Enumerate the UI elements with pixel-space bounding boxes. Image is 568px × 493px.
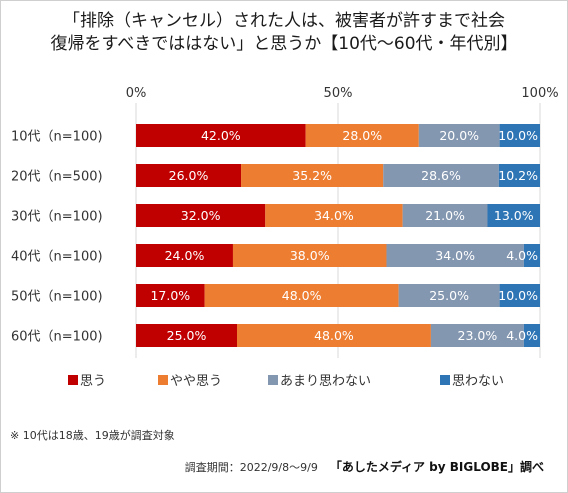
data-label: 26.0% <box>169 168 209 183</box>
data-label: 20.0% <box>439 128 479 143</box>
data-label: 32.0% <box>181 208 221 223</box>
data-label: 10.2% <box>498 168 538 183</box>
bar-segment <box>237 324 431 347</box>
legend-swatch <box>440 375 450 385</box>
bar-segment <box>232 244 387 267</box>
data-label: 38.0% <box>290 248 330 263</box>
title-line-1: 「排除（キャンセル）された人は、被害者が許すまで社会 <box>63 11 505 31</box>
data-label: 35.2% <box>292 168 332 183</box>
data-label: 4.0% <box>506 328 538 343</box>
legend-label: 思う <box>80 374 106 389</box>
data-label: 28.0% <box>342 128 382 143</box>
data-label: 10.0% <box>498 288 538 303</box>
bar-segment <box>241 164 384 187</box>
bar-segment <box>136 204 266 227</box>
bar-segment <box>523 244 540 267</box>
category-label: 10代（n=100) <box>11 130 103 145</box>
bar-segment <box>523 324 540 347</box>
bar-segment <box>136 244 233 267</box>
bar-segment <box>383 164 499 187</box>
bar-segment <box>265 204 403 227</box>
legend-label: 思わない <box>452 374 504 389</box>
title-line-2: 復帰をすべきでははない」と思うか【10代〜60代・年代別】 <box>50 34 518 54</box>
bar-segment <box>386 244 524 267</box>
bar-segment <box>136 324 237 347</box>
legend-label: あまり思わない <box>280 374 371 389</box>
legend-swatch <box>158 375 168 385</box>
data-label: 25.0% <box>429 288 469 303</box>
data-label: 25.0% <box>167 328 207 343</box>
bar-segment <box>305 124 419 147</box>
bar-segment <box>430 324 524 347</box>
legend-swatch <box>268 375 278 385</box>
category-label: 40代（n=100) <box>11 250 103 265</box>
x-tick-label: 100% <box>521 86 558 101</box>
bar-segment <box>487 204 540 227</box>
category-label: 60代（n=100) <box>11 330 103 345</box>
x-tick-label: 0% <box>126 86 147 101</box>
bar-segment <box>136 124 306 147</box>
data-label: 24.0% <box>165 248 205 263</box>
category-label: 30代（n=100) <box>11 210 103 225</box>
data-label: 42.0% <box>201 128 241 143</box>
bar-segment <box>402 204 488 227</box>
legend-label: やや思う <box>170 374 222 389</box>
data-label: 10.0% <box>498 128 538 143</box>
bar-segment <box>418 124 500 147</box>
data-label: 48.0% <box>282 288 322 303</box>
bar-segment <box>136 164 242 187</box>
bar-segment <box>499 284 540 307</box>
data-label: 28.6% <box>421 168 461 183</box>
data-label: 21.0% <box>425 208 465 223</box>
survey-note: ※ 10代は18歳、19歳が調査対象 <box>10 429 175 442</box>
bar-segment <box>499 124 540 147</box>
bar-segment <box>204 284 399 307</box>
x-tick-label: 50% <box>324 86 353 101</box>
category-label: 50代（n=100) <box>11 290 103 305</box>
data-label: 4.0% <box>506 248 538 263</box>
survey-period: 調査期間：2022/9/8〜9/9 <box>184 461 318 474</box>
legend-swatch <box>68 375 78 385</box>
data-label: 34.0% <box>314 208 354 223</box>
bar-segment <box>136 284 205 307</box>
data-label: 17.0% <box>150 288 190 303</box>
chart-title: 「排除（キャンセル）された人は、被害者が許すまで社会 復帰をすべきでははない」と… <box>0 10 568 56</box>
chart-footer: 調査期間：2022/9/8〜9/9 「あしたメディア by BIGLOBE」調べ <box>185 458 544 475</box>
data-label: 34.0% <box>435 248 475 263</box>
bar-segment <box>398 284 500 307</box>
category-label: 20代（n=500) <box>11 170 103 185</box>
data-label: 23.0% <box>458 328 498 343</box>
data-label: 48.0% <box>314 328 354 343</box>
source-credit: 「あしたメディア by BIGLOBE」調べ <box>329 460 544 474</box>
bar-segment <box>498 164 540 187</box>
data-label: 13.0% <box>494 208 534 223</box>
